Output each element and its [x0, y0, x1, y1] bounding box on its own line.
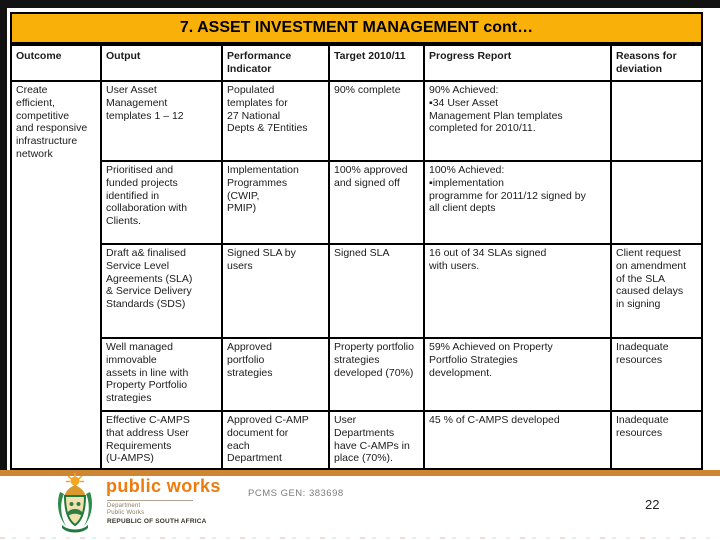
brand-rule — [107, 499, 193, 501]
table-cell-reasons: Inadequate resources — [612, 339, 701, 410]
table-cell-indicator: Populated templates for 27 National Dept… — [223, 82, 328, 160]
column-header-performance-indicator: Performance Indicator — [223, 46, 328, 80]
table-cell-output: Prioritised and funded projects identifi… — [102, 162, 221, 243]
table-cell-output: Well managed immovable assets in line wi… — [102, 339, 221, 410]
table-cell-target: 90% complete — [330, 82, 423, 160]
outcome-cell: Create efficient, competitive and respon… — [12, 82, 100, 468]
table-cell-indicator: Implementation Programmes (CWIP, PMIP) — [223, 162, 328, 243]
left-border-bar — [0, 0, 7, 470]
department-line-3: REPUBLIC OF SOUTH AFRICA — [107, 517, 207, 525]
table-cell-indicator: Approved C-AMP document for each Departm… — [223, 412, 328, 468]
table-cell-progress: 45 % of C-AMPS developed — [425, 412, 610, 468]
top-border-bar — [0, 0, 720, 8]
table-cell-reasons — [612, 82, 701, 160]
column-header-target: Target 2010/11 — [330, 46, 423, 80]
table-cell-progress: 16 out of 34 SLAs signed with users. — [425, 245, 610, 337]
table-cell-reasons — [612, 162, 701, 243]
department-line-2: Public Works — [107, 510, 145, 517]
table-cell-target: Signed SLA — [330, 245, 423, 337]
pcms-reference: PCMS GEN: 383698 — [248, 488, 344, 499]
column-header-output: Output — [102, 46, 221, 80]
table-cell-output: Effective C-AMPS that address User Requi… — [102, 412, 221, 468]
slide-title: 7. ASSET INVESTMENT MANAGEMENT cont… — [10, 12, 703, 44]
table-cell-progress: 59% Achieved on Property Portfolio Strat… — [425, 339, 610, 410]
brand-name: public works — [106, 476, 221, 496]
table-cell-reasons: Inadequate resources — [612, 412, 701, 468]
table-cell-target: Property portfolio strategies developed … — [330, 339, 423, 410]
table-cell-target: User Departments have C-AMPs in place (7… — [330, 412, 423, 468]
table-cell-target: 100% approved and signed off — [330, 162, 423, 243]
column-header-outcome: Outcome — [12, 46, 100, 80]
page-number: 22 — [645, 497, 660, 512]
coat-of-arms-icon — [52, 473, 98, 535]
table-cell-progress: 100% Achieved: ▪implementation programme… — [425, 162, 610, 243]
public-works-logo: public works Department Public Works REP… — [106, 476, 221, 526]
bottom-speckle-line — [0, 537, 720, 539]
table-cell-reasons: Client request on amendment of the SLA c… — [612, 245, 701, 337]
orange-divider — [0, 470, 720, 476]
column-header-progress-report: Progress Report — [425, 46, 610, 80]
table-cell-progress: 90% Achieved: ▪34 User Asset Management … — [425, 82, 610, 160]
table-cell-output: Draft a& finalised Service Level Agreeme… — [102, 245, 221, 337]
table-cell-indicator: Approved portfolio strategies — [223, 339, 328, 410]
asset-management-table: Outcome Output Performance Indicator Tar… — [10, 44, 703, 470]
table-cell-indicator: Signed SLA by users — [223, 245, 328, 337]
column-header-reasons: Reasons for deviation — [612, 46, 701, 80]
department-line-1: Department — [107, 502, 141, 509]
table-cell-output: User Asset Management templates 1 – 12 — [102, 82, 221, 160]
